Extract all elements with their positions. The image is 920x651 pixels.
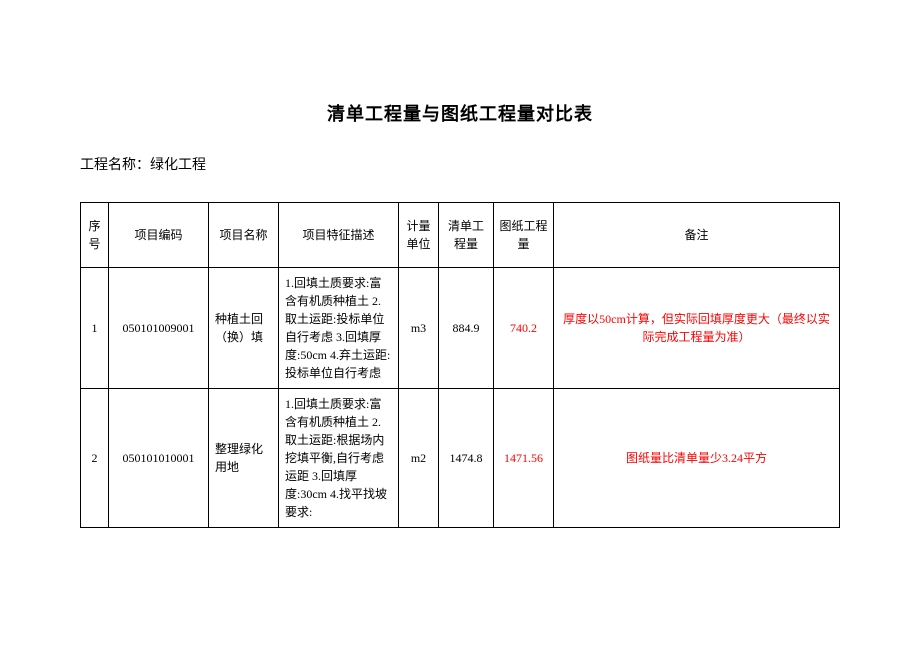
cell-code: 050101010001: [109, 389, 209, 528]
cell-desc: 1.回填土质要求:富含有机质种植土 2.取土运距:根据场内挖填平衡,自行考虑运距…: [279, 389, 399, 528]
cell-unit: m2: [399, 389, 439, 528]
col-header-code: 项目编码: [109, 203, 209, 268]
project-label: 工程名称：: [80, 158, 150, 173]
cell-seq: 2: [81, 389, 109, 528]
col-header-remark: 备注: [554, 203, 840, 268]
col-header-qty1: 清单工程量: [439, 203, 494, 268]
cell-qty1: 884.9: [439, 268, 494, 389]
cell-remark: 厚度以50cm计算，但实际回填厚度更大（最终以实际完成工程量为准）: [554, 268, 840, 389]
table-row: 2 050101010001 整理绿化用地 1.回填土质要求:富含有机质种植土 …: [81, 389, 840, 528]
table-header-row: 序号 项目编码 项目名称 项目特征描述 计量单位 清单工程量 图纸工程量 备注: [81, 203, 840, 268]
table-row: 1 050101009001 种植土回（换）填 1.回填土质要求:富含有机质种植…: [81, 268, 840, 389]
cell-unit: m3: [399, 268, 439, 389]
cell-qty2: 1471.56: [494, 389, 554, 528]
cell-qty2: 740.2: [494, 268, 554, 389]
page-title: 清单工程量与图纸工程量对比表: [80, 100, 840, 126]
col-header-name: 项目名称: [209, 203, 279, 268]
cell-name: 种植土回（换）填: [209, 268, 279, 389]
project-name-line: 工程名称：绿化工程: [80, 154, 840, 174]
cell-code: 050101009001: [109, 268, 209, 389]
cell-qty1: 1474.8: [439, 389, 494, 528]
cell-desc: 1.回填土质要求:富含有机质种植土 2.取土运距:投标单位自行考虑 3.回填厚度…: [279, 268, 399, 389]
col-header-seq: 序号: [81, 203, 109, 268]
cell-name: 整理绿化用地: [209, 389, 279, 528]
col-header-unit: 计量单位: [399, 203, 439, 268]
cell-seq: 1: [81, 268, 109, 389]
project-name-value: 绿化工程: [150, 158, 206, 173]
col-header-qty2: 图纸工程量: [494, 203, 554, 268]
comparison-table: 序号 项目编码 项目名称 项目特征描述 计量单位 清单工程量 图纸工程量 备注 …: [80, 202, 840, 528]
col-header-desc: 项目特征描述: [279, 203, 399, 268]
cell-remark: 图纸量比清单量少3.24平方: [554, 389, 840, 528]
